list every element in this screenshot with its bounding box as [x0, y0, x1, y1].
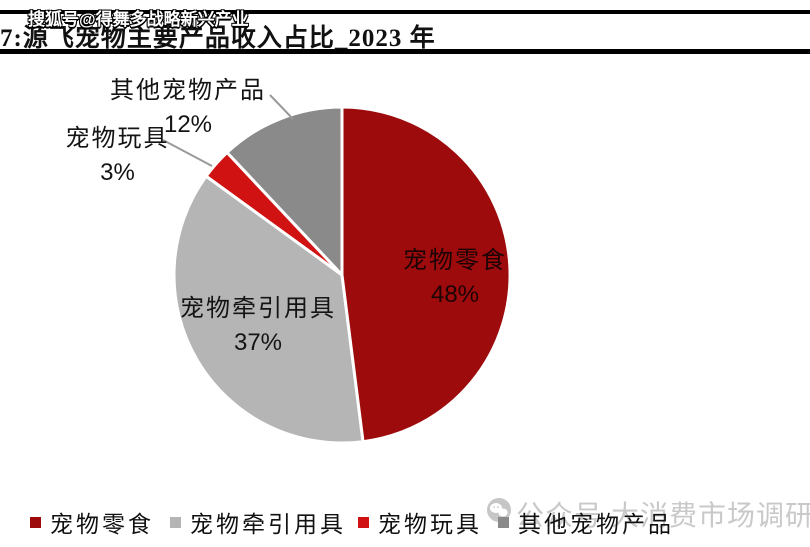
label-pet-toys-text: 宠物玩具 — [65, 126, 170, 152]
label-other-products: 其他宠物产品 12% — [88, 70, 288, 139]
label-pet-snacks-pct: 48% — [430, 281, 480, 308]
legend: 宠物零食 宠物牵引用具 宠物玩具 其他宠物产品 — [0, 501, 810, 537]
wechat-icon — [486, 497, 512, 531]
leader-line-other-products — [269, 94, 294, 120]
legend-label-pet-leash: 宠物牵引用具 — [190, 512, 346, 537]
legend-swatch-pet-snacks — [30, 516, 41, 528]
label-other-products-pct: 12% — [163, 111, 213, 138]
title-bottom-rule — [0, 49, 810, 54]
pie-slice-1 — [340, 105, 512, 444]
label-pet-snacks-text: 宠物零食 — [403, 248, 507, 274]
label-pet-leash-text: 宠物牵引用具 — [180, 296, 336, 322]
sohu-watermark: 搜狐号@得舞多战略新兴产业 — [28, 10, 249, 29]
legend-swatch-pet-leash — [170, 516, 181, 528]
legend-label-other-products: 其他宠物产品 — [518, 512, 674, 537]
legend-swatch-other-products — [498, 516, 509, 528]
wechat-watermark-text: 公众号 大消费市场调研 — [516, 501, 810, 532]
leader-line-pet-toys — [162, 139, 213, 167]
legend-item-pet-leash: 宠物牵引用具 — [170, 505, 346, 539]
legend-label-pet-snacks: 宠物零食 — [50, 512, 154, 537]
legend-item-pet-toys: 宠物玩具 — [358, 505, 482, 539]
label-pet-toys: 宠物玩具 3% — [20, 118, 215, 187]
label-pet-leash: 宠物牵引用具 37% — [158, 288, 358, 357]
label-pet-snacks: 宠物零食 48% — [355, 240, 555, 309]
title-top-rule — [0, 10, 810, 14]
pie-slice-2 — [172, 174, 365, 445]
label-pet-toys-pct: 3% — [100, 159, 135, 186]
label-other-products-text: 其他宠物产品 — [110, 78, 266, 104]
wechat-watermark: 公众号 大消费市场调研 — [486, 494, 810, 534]
label-pet-leash-pct: 37% — [233, 329, 283, 356]
legend-label-pet-toys: 宠物玩具 — [378, 512, 482, 537]
legend-item-other-products: 其他宠物产品 — [498, 505, 674, 539]
figure-title: 7:源飞宠物主要产品收入占比_2023 年 — [0, 25, 436, 52]
pie-slice-4 — [225, 105, 344, 277]
legend-swatch-pet-toys — [358, 516, 369, 528]
legend-item-pet-snacks: 宠物零食 — [30, 505, 154, 539]
